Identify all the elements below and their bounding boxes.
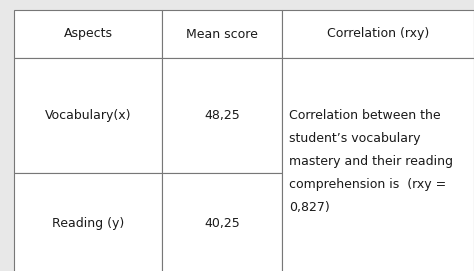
Text: Correlation between the
student’s vocabulary
mastery and their reading
comprehen: Correlation between the student’s vocabu… [289,109,453,214]
Bar [14,58,162,173]
Bar [282,10,474,58]
Bar [14,173,162,271]
Text: 48,25: 48,25 [204,109,240,122]
Text: Correlation (rxy): Correlation (rxy) [327,27,429,40]
Text: Mean score: Mean score [186,27,258,40]
Bar [14,10,162,58]
Text: Vocabulary(x): Vocabulary(x) [45,109,131,122]
Bar [282,58,474,271]
Text: Reading (y): Reading (y) [52,217,124,230]
Text: 40,25: 40,25 [204,217,240,230]
Bar [162,58,282,173]
Bar [162,10,282,58]
Text: Aspects: Aspects [64,27,112,40]
Bar [162,173,282,271]
